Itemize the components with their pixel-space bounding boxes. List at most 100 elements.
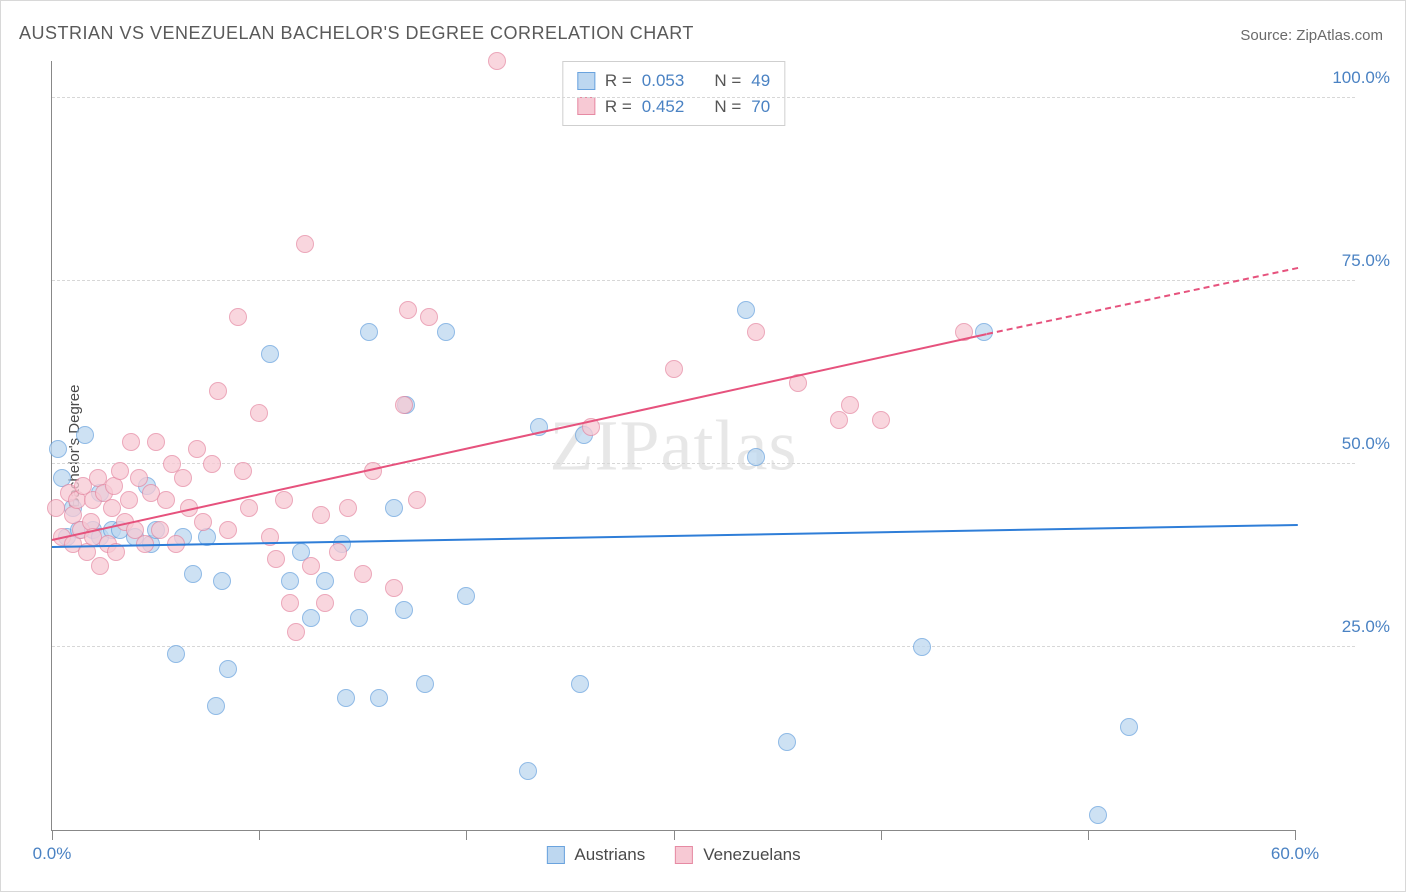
y-tick-label: 50.0% (1310, 434, 1390, 454)
scatter-point (281, 572, 299, 590)
scatter-point (437, 323, 455, 341)
scatter-point (395, 396, 413, 414)
scatter-point (219, 660, 237, 678)
scatter-point (841, 396, 859, 414)
gridline-h (52, 646, 1355, 647)
scatter-point (151, 521, 169, 539)
scatter-point (420, 308, 438, 326)
scatter-point (747, 448, 765, 466)
series-legend-item: Venezuelans (675, 845, 800, 865)
scatter-point (234, 462, 252, 480)
trend-line (986, 267, 1298, 335)
scatter-point (91, 557, 109, 575)
watermark: ZIPatlas (550, 404, 798, 487)
scatter-point (207, 697, 225, 715)
gridline-h (52, 97, 1355, 98)
scatter-point (316, 572, 334, 590)
source-label: Source: (1240, 27, 1296, 44)
scatter-point (188, 440, 206, 458)
gridline-h (52, 280, 1355, 281)
scatter-point (302, 557, 320, 575)
legend-swatch (577, 97, 595, 115)
scatter-point (350, 609, 368, 627)
source-attribution: Source: ZipAtlas.com (1240, 27, 1383, 44)
legend-swatch (577, 72, 595, 90)
scatter-point (488, 52, 506, 70)
x-tick (259, 830, 260, 840)
scatter-point (416, 675, 434, 693)
scatter-point (47, 499, 65, 517)
chart-container: AUSTRIAN VS VENEZUELAN BACHELOR'S DEGREE… (0, 0, 1406, 892)
correlation-legend: R =0.053N =49R =0.452N =70 (562, 61, 785, 126)
scatter-point (737, 301, 755, 319)
scatter-point (1089, 806, 1107, 824)
x-tick (466, 830, 467, 840)
series-legend-label: Venezuelans (703, 845, 800, 865)
scatter-point (337, 689, 355, 707)
x-tick-label: 60.0% (1271, 844, 1319, 864)
scatter-point (250, 404, 268, 422)
scatter-point (111, 462, 129, 480)
legend-swatch (675, 846, 693, 864)
scatter-point (408, 491, 426, 509)
x-tick-label: 0.0% (33, 844, 72, 864)
series-legend-label: Austrians (574, 845, 645, 865)
scatter-point (370, 689, 388, 707)
x-tick (52, 830, 53, 840)
scatter-point (267, 550, 285, 568)
scatter-point (872, 411, 890, 429)
scatter-point (316, 594, 334, 612)
x-tick (1295, 830, 1296, 840)
scatter-point (122, 433, 140, 451)
legend-row: R = 0.053 N = 49 (577, 68, 770, 94)
scatter-point (665, 360, 683, 378)
legend-r-label: R = (605, 68, 632, 94)
scatter-point (147, 433, 165, 451)
scatter-point (385, 579, 403, 597)
scatter-point (184, 565, 202, 583)
scatter-point (571, 675, 589, 693)
scatter-point (49, 440, 67, 458)
chart-title: AUSTRIAN VS VENEZUELAN BACHELOR'S DEGREE… (19, 23, 694, 44)
legend-swatch (546, 846, 564, 864)
y-tick-label: 25.0% (1310, 617, 1390, 637)
scatter-point (120, 491, 138, 509)
scatter-point (229, 308, 247, 326)
scatter-point (174, 469, 192, 487)
legend-n-label: N = (714, 68, 741, 94)
scatter-point (240, 499, 258, 517)
scatter-point (213, 572, 231, 590)
x-tick (881, 830, 882, 840)
legend-n-value: 49 (751, 68, 770, 94)
scatter-point (296, 235, 314, 253)
scatter-point (76, 426, 94, 444)
scatter-point (360, 323, 378, 341)
scatter-point (167, 645, 185, 663)
scatter-point (194, 513, 212, 531)
scatter-point (219, 521, 237, 539)
x-tick (674, 830, 675, 840)
scatter-point (302, 609, 320, 627)
scatter-point (287, 623, 305, 641)
scatter-point (457, 587, 475, 605)
scatter-point (281, 594, 299, 612)
scatter-point (778, 733, 796, 751)
legend-r-value: 0.053 (642, 68, 685, 94)
scatter-point (519, 762, 537, 780)
scatter-point (399, 301, 417, 319)
scatter-plot-area: ZIPatlas R =0.053N =49R =0.452N =70 Aust… (51, 61, 1295, 831)
scatter-point (339, 499, 357, 517)
scatter-point (209, 382, 227, 400)
scatter-point (395, 601, 413, 619)
series-legend-item: Austrians (546, 845, 645, 865)
scatter-point (747, 323, 765, 341)
y-tick-label: 100.0% (1310, 68, 1390, 88)
scatter-point (261, 345, 279, 363)
trend-line (52, 524, 1298, 548)
watermark-text-b: atlas (661, 405, 798, 485)
scatter-point (913, 638, 931, 656)
scatter-point (385, 499, 403, 517)
scatter-point (1120, 718, 1138, 736)
x-tick (1088, 830, 1089, 840)
trend-line (52, 333, 987, 541)
